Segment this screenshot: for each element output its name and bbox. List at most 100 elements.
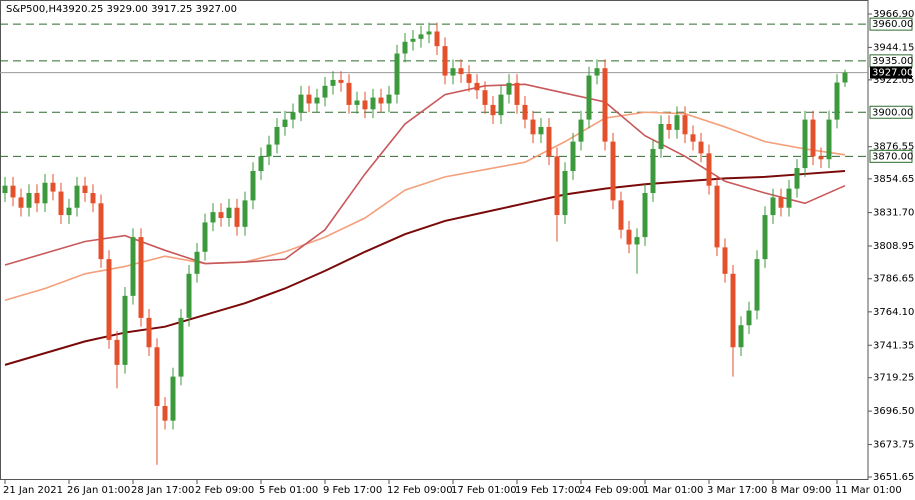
y-tick-label: 3651.65 <box>873 472 914 483</box>
candle-body <box>154 347 160 406</box>
candle-body <box>162 405 168 421</box>
candle-body <box>562 171 568 216</box>
y-tick-label: 3696.50 <box>873 406 914 417</box>
candle-body <box>546 126 552 157</box>
candle-body <box>258 156 264 172</box>
candle-body <box>170 376 176 421</box>
moving-average <box>4 111 846 302</box>
candle-body <box>2 185 8 194</box>
candle-body <box>322 85 328 98</box>
candle-body <box>234 207 240 227</box>
candle-body <box>306 94 312 104</box>
candle-body <box>578 119 584 142</box>
candle-body <box>506 82 512 95</box>
candle-body <box>674 115 680 130</box>
y-tick-label: 3764.10 <box>873 307 914 318</box>
x-tick-label: 9 Feb 17:00 <box>323 485 382 496</box>
candle-body <box>738 325 744 348</box>
candle-body <box>754 259 760 311</box>
x-tick-label: 1 Mar 01:00 <box>643 485 703 496</box>
candle-body <box>842 72 848 83</box>
y-tick-label: 3966.90 <box>873 9 914 20</box>
candle-body <box>138 237 144 318</box>
candle-body <box>378 97 384 104</box>
x-tick-label: 3 Mar 17:00 <box>707 485 767 496</box>
y-tick-label: 3808.95 <box>873 241 914 252</box>
candle-body <box>618 200 624 230</box>
candle-body <box>434 31 440 47</box>
candle-body <box>186 273 192 318</box>
candle-body <box>90 193 96 204</box>
candle-body <box>682 115 688 135</box>
candle-body <box>354 100 360 105</box>
y-tick-label: 3922.05 <box>873 75 914 86</box>
y-tick-label: 3854.65 <box>873 174 914 185</box>
candle-body <box>802 119 808 169</box>
candle-body <box>586 75 592 120</box>
y-tick-label: 3719.25 <box>873 373 914 384</box>
candle-body <box>250 171 256 201</box>
candle-body <box>706 153 712 186</box>
x-tick-label: 19 Feb 17:00 <box>515 485 581 496</box>
candle-body <box>522 104 528 120</box>
chart-title: S&P500,H4 <box>6 4 62 15</box>
candle-body <box>282 119 288 127</box>
candle-body <box>122 295 128 365</box>
x-tick-label: 21 Jan 2021 <box>3 485 63 496</box>
candle-body <box>722 247 728 274</box>
current-price-box <box>870 66 912 79</box>
y-tick-label: 3673.75 <box>873 440 914 451</box>
candle-body <box>762 215 768 260</box>
candle-body <box>778 197 784 208</box>
candle-body <box>18 197 24 208</box>
candle-body <box>730 273 736 348</box>
candle-body <box>178 317 184 377</box>
y-tick-label: 3786.65 <box>873 274 914 285</box>
candle-body <box>530 119 536 135</box>
candle-body <box>194 251 200 274</box>
candle-body <box>658 124 664 149</box>
level-label-box <box>869 105 913 119</box>
candle-body <box>346 82 352 105</box>
candle-body <box>402 41 408 54</box>
x-tick-label: 17 Feb 01:00 <box>451 485 517 496</box>
y-tick-label: 3876.55 <box>873 142 914 153</box>
candle-body <box>634 237 640 245</box>
candle-body <box>130 237 136 296</box>
y-tick-label: 3831.70 <box>873 208 914 219</box>
candle-body <box>26 193 32 208</box>
candle-body <box>474 82 480 91</box>
candle-body <box>82 185 88 194</box>
plot-frame <box>0 0 869 480</box>
candle-body <box>794 168 800 189</box>
candle-body <box>642 193 648 238</box>
level-label-box <box>869 17 913 31</box>
candle-body <box>242 200 248 227</box>
y-tick-label: 3741.35 <box>873 340 914 351</box>
candle-body <box>450 68 456 76</box>
candle-body <box>498 94 504 116</box>
candle-body <box>202 222 208 252</box>
candle-body <box>218 212 224 218</box>
candle-body <box>386 94 392 104</box>
candle-body <box>554 156 560 216</box>
candle-body <box>818 156 824 160</box>
x-tick-label: 12 Feb 09:00 <box>387 485 453 496</box>
candle-body <box>314 97 320 104</box>
x-tick-label: 28 Jan 17:00 <box>131 485 194 496</box>
candle-body <box>330 79 336 86</box>
level-label: 3870.00 <box>872 151 913 162</box>
candle-body <box>274 126 280 145</box>
x-tick-label: 26 Jan 01:00 <box>67 485 130 496</box>
candle-body <box>458 68 464 75</box>
candle-body <box>298 94 304 113</box>
candle-body <box>98 203 104 260</box>
candle-body <box>10 185 16 198</box>
candle-body <box>714 185 720 248</box>
candle-body <box>746 310 752 326</box>
candle-body <box>362 100 368 110</box>
x-tick-label: 8 Mar 09:00 <box>771 485 831 496</box>
current-price-label: 3927.00 <box>872 68 913 79</box>
y-tick-label: 3944.15 <box>873 42 914 53</box>
